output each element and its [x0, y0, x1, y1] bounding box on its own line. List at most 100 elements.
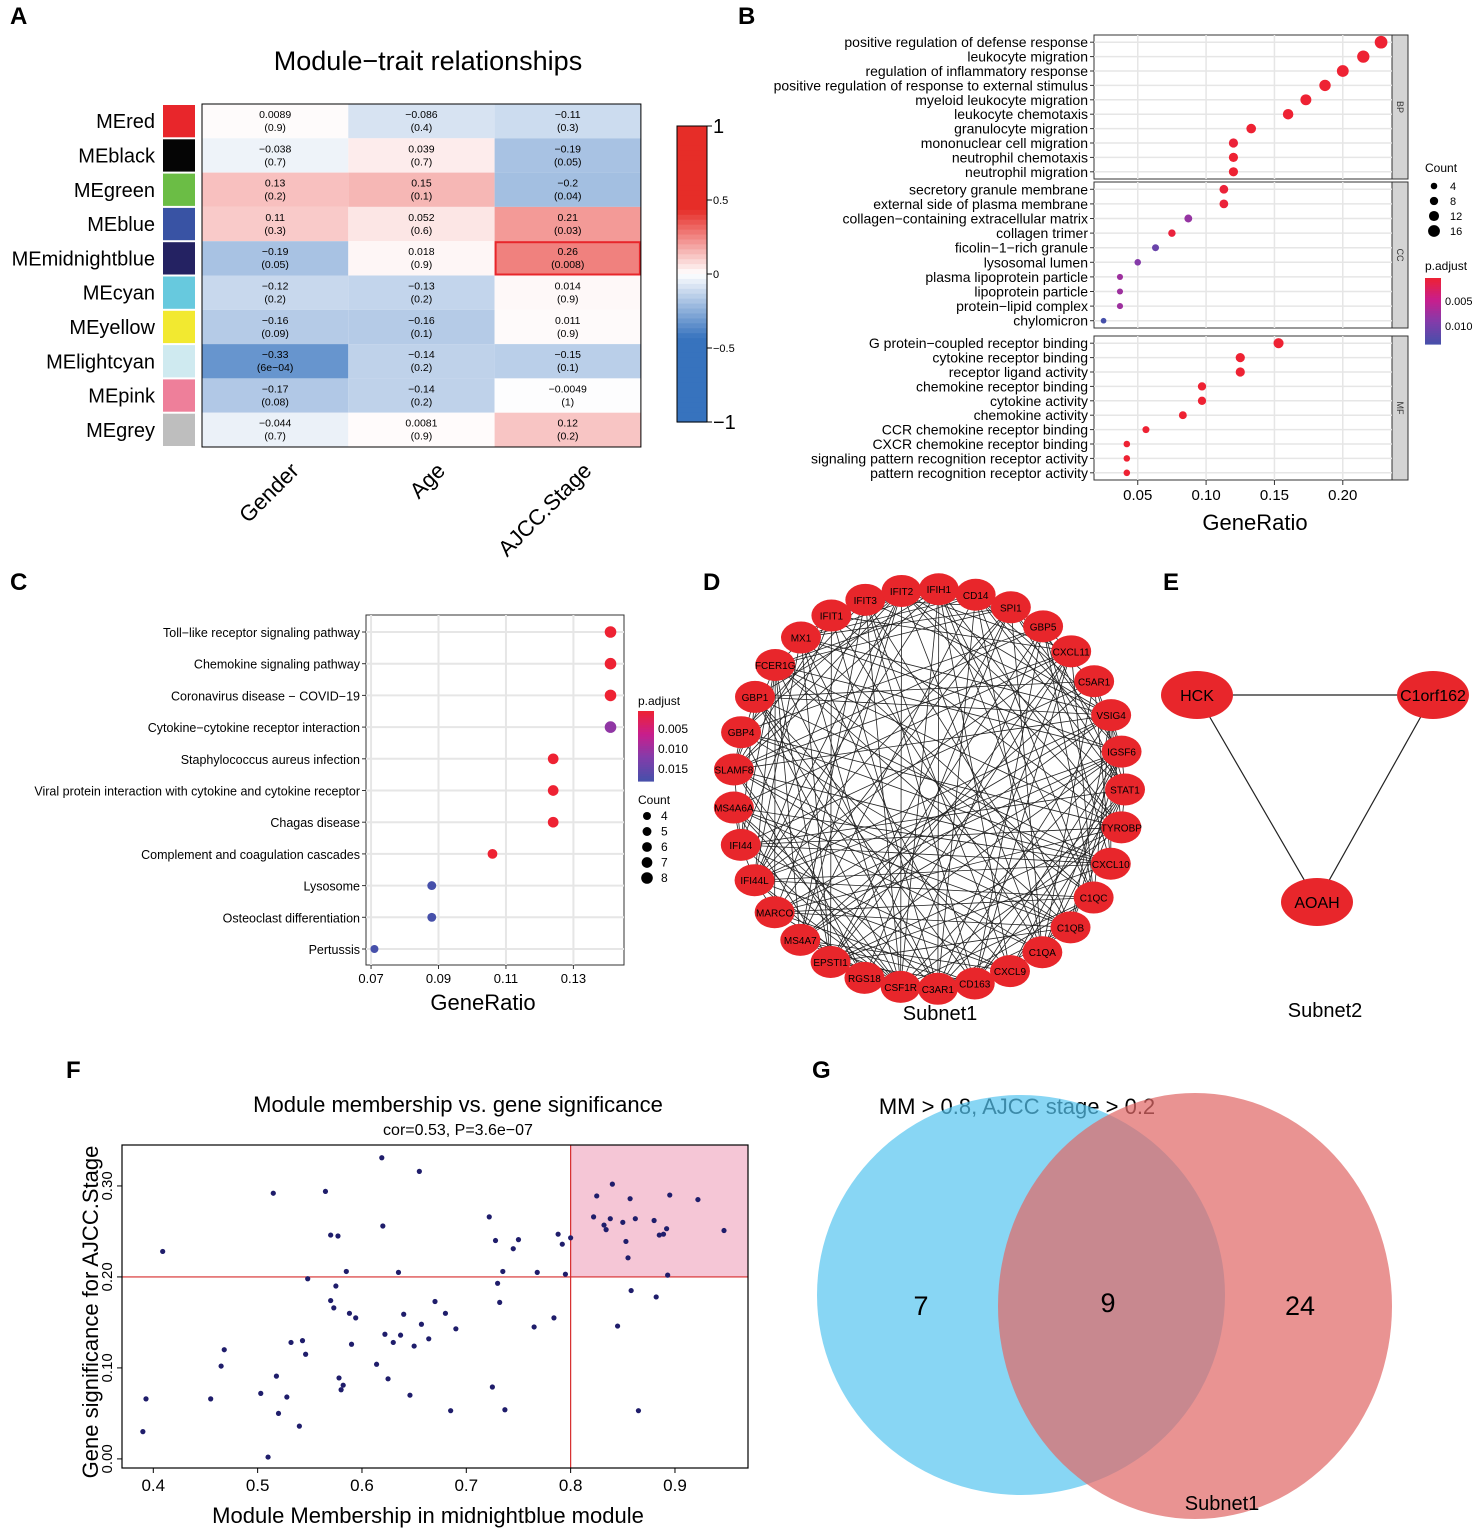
network-node: [713, 791, 754, 824]
term-label: Osteoclast differentiation: [223, 911, 360, 925]
panel-label-a: A: [10, 3, 27, 30]
scatter-point: [609, 1181, 615, 1187]
scatter-point: [426, 1336, 432, 1342]
network-edge: [774, 607, 1012, 913]
network-node-label: MARCO: [756, 908, 793, 919]
scatter-point: [453, 1326, 459, 1332]
colorbar-step: [677, 254, 707, 260]
network-edge: [800, 637, 1112, 716]
cell-pvalue: (0.2): [264, 191, 286, 203]
y-tick-label: 0.30: [99, 1171, 116, 1200]
scatter-point: [695, 1196, 701, 1203]
network-edge: [938, 589, 1122, 828]
go-term-dot: [1168, 229, 1176, 237]
network-edge: [754, 599, 866, 881]
cell-value: 0.13: [265, 178, 286, 190]
scatter-x-axis-title: Module Membership in midnightblue module: [212, 1503, 644, 1528]
term-label: neutrophil chemotaxis: [952, 149, 1088, 165]
network-node: [955, 578, 996, 611]
term-label: CXCR chemokine receptor binding: [872, 436, 1088, 452]
heatmap-row-labels: MEred MEblack MEgreen MEblue MEmidnightblue M…: [12, 105, 195, 446]
legend-padj-step: [1425, 306, 1441, 310]
scatter-point: [416, 1168, 422, 1174]
cell-value: 0.26: [558, 246, 579, 258]
heatmap-title: Module−trait relationships: [274, 46, 582, 76]
term-label: pattern recognition receptor activity: [870, 465, 1088, 481]
scatter-title: Module membership vs. gene significance: [253, 1092, 663, 1117]
row-label: MEmidnightblue: [12, 248, 155, 270]
legend-count-label: 5: [661, 825, 668, 839]
x-tick-label: 0.13: [561, 971, 586, 986]
network-edge: [975, 594, 1095, 898]
colorbar-step: [677, 274, 707, 280]
heatmap-cell: [348, 104, 495, 139]
cell-pvalue: (0.9): [557, 328, 579, 340]
colorbar-step: [677, 343, 707, 349]
row-color-swatch: [163, 173, 195, 206]
network-node-label: EPSTI1: [813, 958, 848, 969]
scatter-point: [331, 1305, 337, 1311]
scatter-point: [664, 1226, 670, 1232]
legend-padj-step: [638, 769, 654, 773]
term-label: Staphylococcus aureus infection: [181, 753, 360, 767]
venn-count-left-only: 7: [913, 1291, 928, 1321]
colorbar-step: [677, 259, 707, 265]
scatter-point: [140, 1429, 146, 1435]
network-node-label: SPI1: [1000, 603, 1022, 614]
scatter-point: [442, 1310, 449, 1316]
go-dotplot: BP positive regulation of defense respons…: [774, 34, 1409, 504]
cell-pvalue: (0.05): [261, 259, 288, 271]
row-label: MEpink: [88, 386, 156, 408]
network-edge: [740, 732, 865, 979]
legend-padj-step: [638, 757, 654, 761]
network-node: [1023, 610, 1064, 643]
network-node: [918, 573, 959, 606]
legend-padj-step: [1425, 317, 1441, 321]
go-term-dot: [1178, 411, 1187, 420]
legend-padj-step: [638, 771, 654, 775]
x-tick-label: 0.09: [426, 971, 451, 986]
legend-count-label: 16: [1450, 226, 1462, 238]
colorbar-step: [677, 323, 707, 329]
legend-padj-step: [638, 764, 654, 768]
go-term-dot: [1142, 426, 1150, 434]
kegg-term-dot: [604, 721, 617, 733]
network-edge: [740, 615, 832, 846]
cell-pvalue: (0.3): [264, 225, 286, 237]
network-node-label: CSF1R: [884, 983, 917, 994]
go-term-dot: [1374, 35, 1388, 49]
term-label: collagen−containing extracellular matrix: [842, 211, 1088, 227]
network-node: [1281, 878, 1353, 926]
legend-padj-step: [638, 774, 654, 777]
colorbar-step: [677, 362, 707, 369]
heatmap-cell: [494, 241, 641, 276]
colorbar-step: [677, 204, 707, 211]
legend-padj-step: [638, 718, 654, 721]
network-edge: [754, 696, 1011, 972]
y-tick-label: 0.20: [99, 1262, 116, 1291]
network-edge: [900, 751, 1122, 988]
colorbar-step: [677, 357, 707, 364]
colorbar-step: [677, 224, 707, 231]
colorbar-step: [677, 377, 707, 384]
x-tick-label: 0.05: [1123, 487, 1152, 504]
x-tick-label: 0.5: [246, 1476, 270, 1495]
legend-padj-step: [638, 762, 654, 766]
legend-padj-step: [638, 755, 654, 759]
network-edge: [800, 637, 976, 984]
scatter-point: [208, 1396, 214, 1402]
legend-padj-step: [1425, 313, 1441, 316]
scatter-point: [328, 1232, 334, 1238]
network-edge: [774, 664, 1094, 898]
network-edge: [864, 599, 976, 984]
colorbar-step: [677, 352, 707, 359]
heatmap-cell: [202, 275, 349, 310]
term-label: Complement and coagulation cascades: [141, 848, 360, 862]
colorbar-step: [677, 417, 707, 423]
network-edge: [864, 599, 1011, 972]
scatter-point: [620, 1219, 626, 1225]
network-edge: [733, 769, 865, 979]
colorbar-step: [677, 313, 707, 319]
row-label: MEyellow: [69, 317, 155, 339]
legend-count-dot: [642, 842, 652, 852]
